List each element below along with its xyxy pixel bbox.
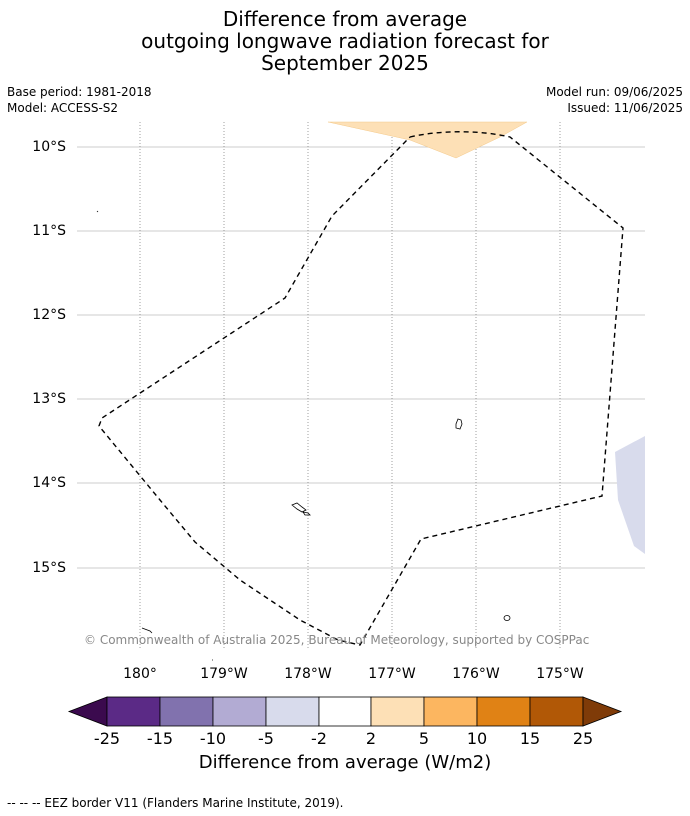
copyright-notice: © Commonwealth of Australia 2025, Bureau… [84, 633, 590, 647]
colorbar-tick: 10 [466, 729, 488, 748]
colorbar-bin-8 [476, 696, 531, 727]
colorbar-tick: 5 [418, 729, 430, 748]
eez-legend-note: -- -- -- EEZ border V11 (Flanders Marine… [7, 796, 344, 810]
colorbar-bin-6 [370, 696, 425, 727]
colorbar-tick: -10 [199, 729, 227, 748]
colorbar-bin-2 [159, 696, 214, 727]
colorbar-min-extend [67, 696, 108, 727]
title-line-2: outgoing longwave radiation forecast for [141, 29, 549, 53]
colorbar-bin-5 [318, 696, 372, 727]
island-southeast [503, 615, 511, 621]
colorbar-bin-4 [265, 696, 320, 727]
lon-label-180: 180° [123, 666, 157, 682]
colorbar-bin-3 [212, 696, 267, 727]
base-period: Base period: 1981-2018 [7, 85, 152, 99]
negative-anomaly-region [615, 436, 645, 554]
colorbar-label: Difference from average (W/m2) [198, 752, 492, 773]
island-southwest [141, 627, 153, 634]
meta-right: Model run: 09/06/2025 Issued: 11/06/2025 [546, 84, 683, 116]
colorbar-tick: -25 [93, 729, 121, 748]
colorbar-bin-9 [529, 696, 584, 727]
map-title: Difference from average outgoing longwav… [0, 8, 690, 74]
island-central [291, 502, 311, 516]
issued-date: Issued: 11/06/2025 [567, 101, 683, 115]
colorbar-tick: -2 [311, 729, 327, 748]
meta-left: Base period: 1981-2018 Model: ACCESS-S2 [7, 84, 152, 116]
lat-label-13s: 13°S [32, 391, 66, 407]
eez-border [98, 131, 624, 646]
colorbar-tick: 25 [572, 729, 594, 748]
lon-label-178w: 178°W [284, 666, 332, 682]
colorbar-tick: -5 [258, 729, 274, 748]
lon-gridlines [139, 122, 561, 648]
colorbar-tick: 2 [365, 729, 377, 748]
title-line-1: Difference from average [222, 7, 468, 31]
title-line-3: September 2025 [261, 51, 429, 75]
island-north [96, 210, 99, 213]
lon-label-175w: 175°W [536, 666, 584, 682]
colorbar-bin-7 [423, 696, 478, 727]
lat-label-11s: 11°S [32, 223, 66, 239]
colorbar-tick: 15 [519, 729, 541, 748]
colorbar-bin-1 [106, 696, 161, 727]
lat-label-10s: 10°S [32, 139, 66, 155]
lat-label-14s: 14°S [32, 475, 66, 491]
model-run: Model run: 09/06/2025 [545, 85, 683, 99]
lat-label-15s: 15°S [32, 560, 66, 576]
colorbar-tick: -15 [146, 729, 174, 748]
lon-label-176w: 176°W [452, 666, 500, 682]
lat-gridlines [77, 146, 645, 569]
colorbar [67, 696, 623, 727]
colorbar-max-extend [582, 696, 623, 727]
positive-anomaly-region [327, 121, 528, 159]
island-east [455, 418, 463, 430]
model-name: Model: ACCESS-S2 [7, 101, 119, 115]
islands [96, 210, 511, 661]
lon-label-177w: 177°W [368, 666, 416, 682]
lon-label-179w: 179°W [200, 666, 248, 682]
lat-label-12s: 12°S [32, 307, 66, 323]
